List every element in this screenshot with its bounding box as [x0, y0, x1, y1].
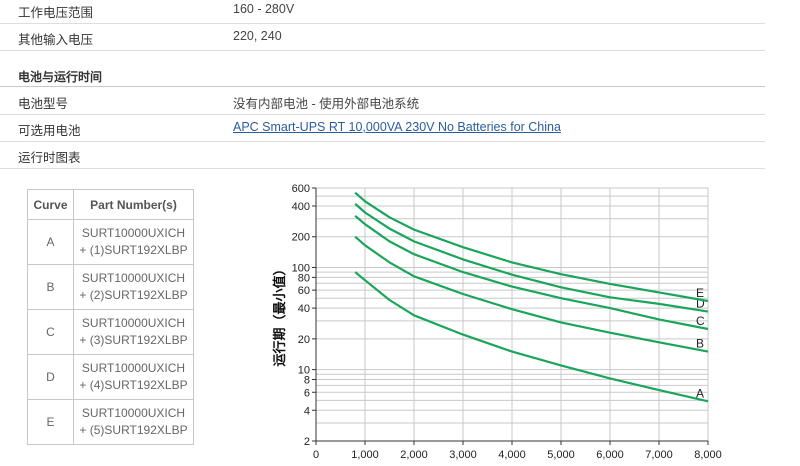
- x-tick-label: 0: [313, 449, 319, 461]
- curve-letter-cell: E: [27, 399, 74, 445]
- y-tick-label: 8: [304, 375, 310, 387]
- y-tick-label: 400: [292, 201, 310, 213]
- section-header: 电池与运行时间: [0, 60, 765, 87]
- x-tick-label: 3,000: [449, 449, 477, 461]
- part-number-line: + (4)SURT192XLBP: [79, 378, 188, 392]
- curve-table: Curve Part Number(s) A SURT10000UXICH + (1…: [27, 189, 194, 445]
- optional-battery-link[interactable]: APC Smart-UPS RT 10,000VA 230V No Batter…: [233, 120, 561, 134]
- part-number-cell: SURT10000UXICH + (2)SURT192XLBP: [73, 264, 194, 310]
- y-tick-label: 10: [298, 365, 310, 377]
- y-tick-label: 20: [298, 334, 310, 346]
- y-axis-label: 运行期（最小值）: [272, 262, 288, 366]
- series-line-d: [354, 202, 709, 313]
- series-label-d: D: [696, 297, 705, 311]
- table-header-row: Curve Part Number(s): [27, 189, 194, 220]
- table-row: A SURT10000UXICH + (1)SURT192XLBP: [27, 219, 194, 265]
- series-line-b: [354, 235, 709, 353]
- y-tick-label: 40: [298, 303, 310, 315]
- part-number-cell: SURT10000UXICH + (5)SURT192XLBP: [73, 399, 194, 445]
- y-tick-label: 100: [292, 262, 310, 274]
- spec-row-battery-type: 电池型号 没有内部电池 - 使用外部电池系统: [0, 88, 765, 115]
- table-row: D SURT10000UXICH + (4)SURT192XLBP: [27, 354, 194, 400]
- x-tick-label: 5,000: [547, 449, 575, 461]
- column-header-part-numbers: Part Number(s): [73, 189, 194, 220]
- spec-row-other-input: 其他输入电压 220, 240: [0, 24, 765, 51]
- curve-letter-cell: B: [27, 264, 74, 310]
- x-tick-label: 6,000: [596, 449, 624, 461]
- spec-value: 220, 240: [233, 29, 282, 43]
- runtime-chart: 0 1,000 2,000 3,000 4,000 5,000 6,000 7,000 8,00…: [272, 183, 722, 461]
- spec-label: 可选用电池: [18, 124, 81, 138]
- table-row: B SURT10000UXICH + (2)SURT192XLBP: [27, 264, 194, 310]
- curve-letter-cell: D: [27, 354, 74, 400]
- x-tick-label: 8,000: [694, 449, 722, 461]
- spec-label: 电池型号: [18, 97, 69, 111]
- y-tick-label: 60: [298, 285, 310, 297]
- table-row: E SURT10000UXICH + (5)SURT192XLBP: [27, 399, 194, 445]
- part-number-line: SURT10000UXICH: [81, 226, 186, 240]
- part-number-line: + (5)SURT192XLBP: [79, 423, 188, 437]
- part-number-line: SURT10000UXICH: [81, 271, 186, 285]
- series-line-c: [354, 215, 709, 331]
- spec-value: APC Smart-UPS RT 10,000VA 230V No Batter…: [233, 120, 561, 134]
- table-row: C SURT10000UXICH + (3)SURT192XLBP: [27, 309, 194, 355]
- series-label-a: A: [696, 386, 704, 400]
- column-header-curve: Curve: [27, 189, 74, 220]
- spec-label: 工作电压范围: [18, 6, 94, 20]
- spec-row-voltage-range: 工作电压范围 160 - 280V: [0, 0, 765, 24]
- y-tick-label: 80: [298, 272, 310, 284]
- spec-value: 没有内部电池 - 使用外部电池系统: [233, 97, 420, 111]
- part-number-cell: SURT10000UXICH + (4)SURT192XLBP: [73, 354, 194, 400]
- spec-row-runtime-chart: 运行时图表: [0, 142, 765, 169]
- y-tick-label: 4: [304, 405, 310, 417]
- part-number-line: SURT10000UXICH: [81, 361, 186, 375]
- series-label-b: B: [696, 337, 704, 351]
- part-number-cell: SURT10000UXICH + (3)SURT192XLBP: [73, 309, 194, 355]
- y-tick-label: 600: [292, 183, 310, 195]
- part-number-line: SURT10000UXICH: [81, 406, 186, 420]
- y-tick-label: 2: [304, 436, 310, 448]
- spec-label: 运行时图表: [18, 151, 81, 165]
- spec-value: 160 - 280V: [233, 2, 295, 16]
- series-line-e: [354, 191, 709, 303]
- x-tick-label: 4,000: [498, 449, 526, 461]
- section-title: 电池与运行时间: [18, 70, 103, 84]
- part-number-line: SURT10000UXICH: [81, 316, 186, 330]
- series-line-a: [354, 271, 709, 403]
- curve-letter-cell: A: [27, 219, 74, 265]
- x-tick-label: 7,000: [645, 449, 673, 461]
- series-label-e: E: [696, 286, 704, 300]
- part-number-cell: SURT10000UXICH + (1)SURT192XLBP: [73, 219, 194, 265]
- part-number-line: + (3)SURT192XLBP: [79, 333, 188, 347]
- part-number-line: + (1)SURT192XLBP: [79, 243, 188, 257]
- y-tick-label: 6: [304, 387, 310, 399]
- x-tick-label: 2,000: [400, 449, 428, 461]
- series-label-c: C: [696, 314, 705, 328]
- part-number-line: + (2)SURT192XLBP: [79, 288, 188, 302]
- curve-letter-cell: C: [27, 309, 74, 355]
- spec-row-optional-battery: 可选用电池 APC Smart-UPS RT 10,000VA 230V No …: [0, 115, 765, 142]
- spec-label: 其他输入电压: [18, 33, 94, 47]
- y-tick-label: 200: [292, 232, 310, 244]
- x-tick-label: 1,000: [351, 449, 379, 461]
